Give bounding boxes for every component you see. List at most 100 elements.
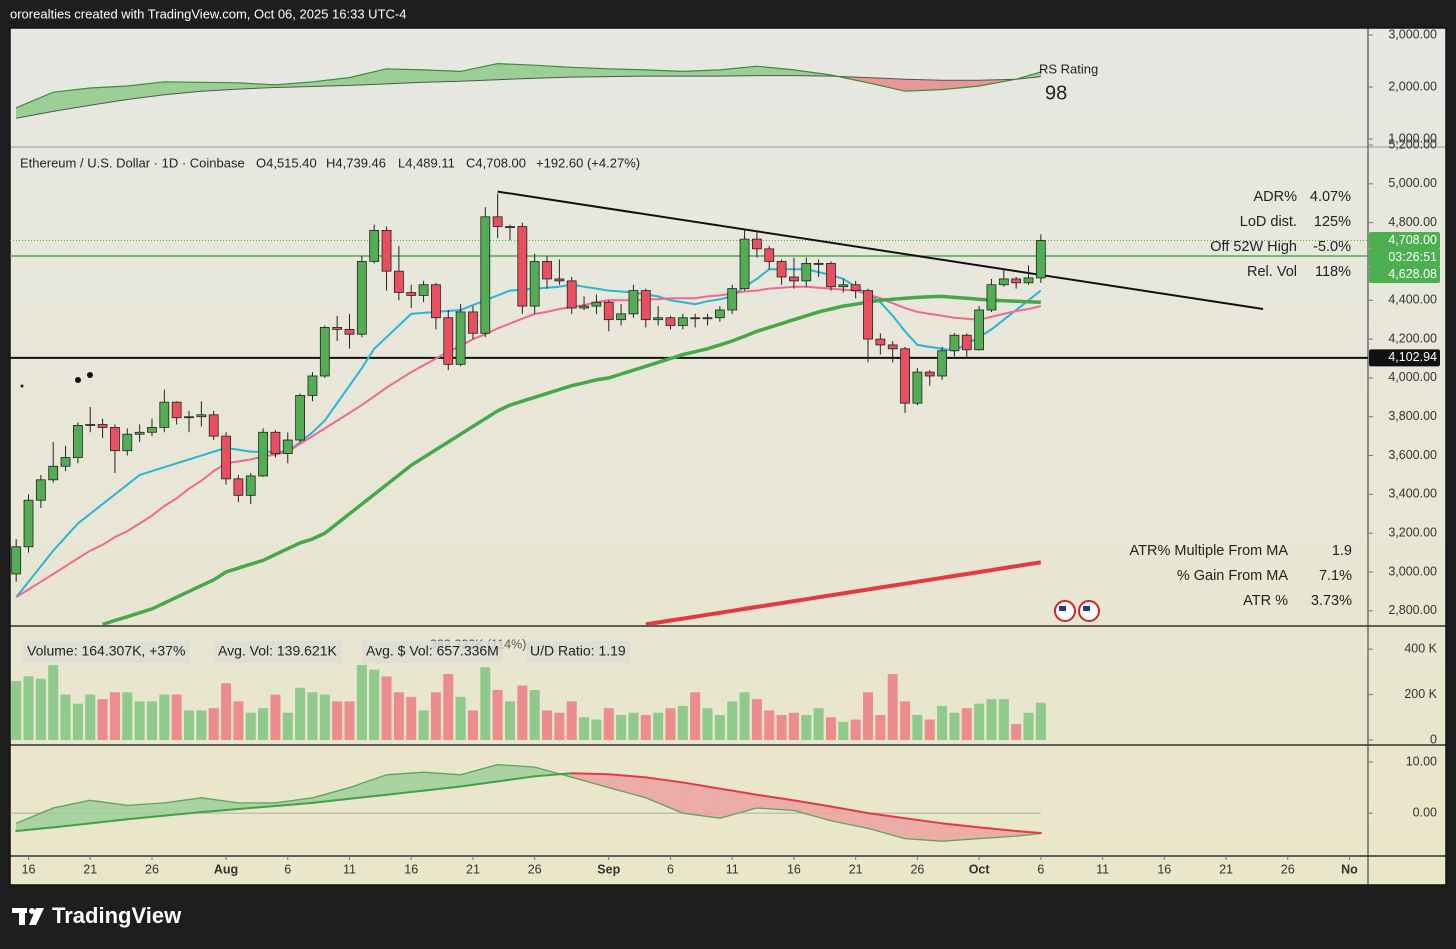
candle-body: [1011, 278, 1022, 284]
candle-body: [949, 334, 960, 352]
volume-bar: [591, 719, 602, 740]
volume-bar: [245, 712, 256, 740]
candle-body: [1023, 277, 1034, 284]
volume-bar: [467, 710, 478, 740]
candle-body: [677, 317, 688, 326]
y-tick-label: 200 K: [1404, 687, 1437, 701]
volume-bar: [579, 717, 590, 740]
x-tick-label: 21: [83, 862, 97, 876]
volume-bar: [159, 694, 170, 740]
x-tick-label: 6: [284, 862, 291, 876]
volume-bar: [504, 701, 515, 740]
y-tick-label: 3,000.00: [1388, 27, 1437, 41]
y-tick-label: 10.00: [1406, 754, 1437, 768]
signal-line: [829, 805, 870, 815]
candle-body: [961, 334, 972, 351]
candle-body: [11, 546, 22, 575]
candle-body: [48, 465, 59, 481]
volume-bar: [319, 694, 330, 740]
stat-name: % Gain From MA: [1177, 568, 1289, 584]
logo-mark: [29, 908, 35, 914]
volume-bar: [258, 708, 269, 740]
candle-body: [319, 327, 330, 377]
volume-bar: [492, 690, 503, 740]
volume-bar: [295, 687, 306, 740]
volume-bar: [406, 696, 417, 740]
volume-bar: [986, 699, 997, 740]
flag-icons: [1054, 600, 1100, 622]
signal-line: [126, 814, 166, 821]
candle-body: [986, 284, 997, 311]
volume-bar: [11, 680, 22, 740]
x-tick-label: 16: [22, 862, 36, 876]
countdown: 03:26:51: [1388, 250, 1437, 264]
line: [15, 62, 1041, 109]
stat-value: 3.73%: [1311, 593, 1352, 609]
x-tick-label: 21: [466, 862, 480, 876]
price-label-box: [1369, 231, 1440, 249]
volume-bar: [208, 708, 219, 740]
candle-body: [356, 261, 367, 335]
x-tick-label: 16: [787, 862, 801, 876]
candle-body: [566, 280, 577, 309]
stat-name: ADR%: [1253, 189, 1297, 205]
volume-bar: [949, 712, 960, 740]
candle-body: [23, 499, 34, 548]
signal-line: [274, 801, 314, 807]
candle-body: [468, 311, 478, 334]
candle-body: [1035, 240, 1046, 279]
volume-bar: [616, 715, 627, 740]
volume-bar: [961, 708, 972, 740]
volume-bar: [739, 692, 750, 740]
y-tick-label: 2,000.00: [1388, 79, 1437, 93]
stat-name: Rel. Vol: [1247, 264, 1297, 280]
candle-body: [838, 284, 849, 288]
volume-bar: [233, 701, 244, 740]
volume-bar: [764, 710, 775, 740]
stat-value: 118%: [1315, 264, 1351, 280]
price-label: 4,628.08: [1388, 267, 1437, 281]
legend-box: [526, 641, 630, 663]
legend-box: [362, 641, 503, 663]
signal-line: [163, 811, 203, 817]
volume-bar: [109, 692, 120, 740]
x-tick-label: Sep: [597, 862, 620, 876]
flag-canton: [1059, 606, 1066, 611]
y-tick-label: 4,200.00: [1388, 331, 1437, 345]
candle-body: [505, 226, 515, 228]
stat-value: 4.07%: [1310, 189, 1351, 205]
volume-bar: [146, 701, 157, 740]
candle-body: [727, 288, 738, 311]
candle-body: [801, 262, 812, 282]
volume-bar: [307, 692, 318, 740]
volume-bar: [332, 701, 343, 740]
pane: [10, 190, 1368, 625]
volume-bar: [850, 719, 861, 740]
candle-body: [529, 261, 540, 307]
volume-bar: [603, 708, 614, 740]
y-tick-label: 5,200.00: [1388, 137, 1437, 151]
signal-line: [15, 826, 55, 832]
candle-body: [690, 317, 701, 320]
y-tick-label: 3,000.00: [1388, 564, 1437, 578]
marker-dot: [20, 384, 24, 388]
volume-bar: [677, 705, 688, 740]
candle-body: [813, 262, 824, 265]
price-label-box: [1369, 349, 1440, 367]
volume-legend: Avg. Vol: 139.621K: [218, 643, 337, 659]
signal-line: [867, 812, 907, 820]
stat-name: ATR% Multiple From MA: [1130, 543, 1289, 559]
logo: TradingView: [12, 903, 182, 928]
candle-body: [665, 317, 676, 326]
stat-name: LoD dist.: [1240, 214, 1297, 230]
candle-body: [542, 261, 552, 280]
candle-body: [974, 309, 985, 351]
volume-bar: [640, 715, 651, 740]
candle-body: [900, 348, 910, 404]
x-tick-label: 21: [1219, 862, 1233, 876]
candle-body: [591, 301, 602, 307]
candle-body: [381, 230, 392, 272]
volume-bar: [134, 701, 145, 740]
x-tick-label: No: [1341, 862, 1358, 876]
x-tick-label: 26: [528, 862, 542, 876]
